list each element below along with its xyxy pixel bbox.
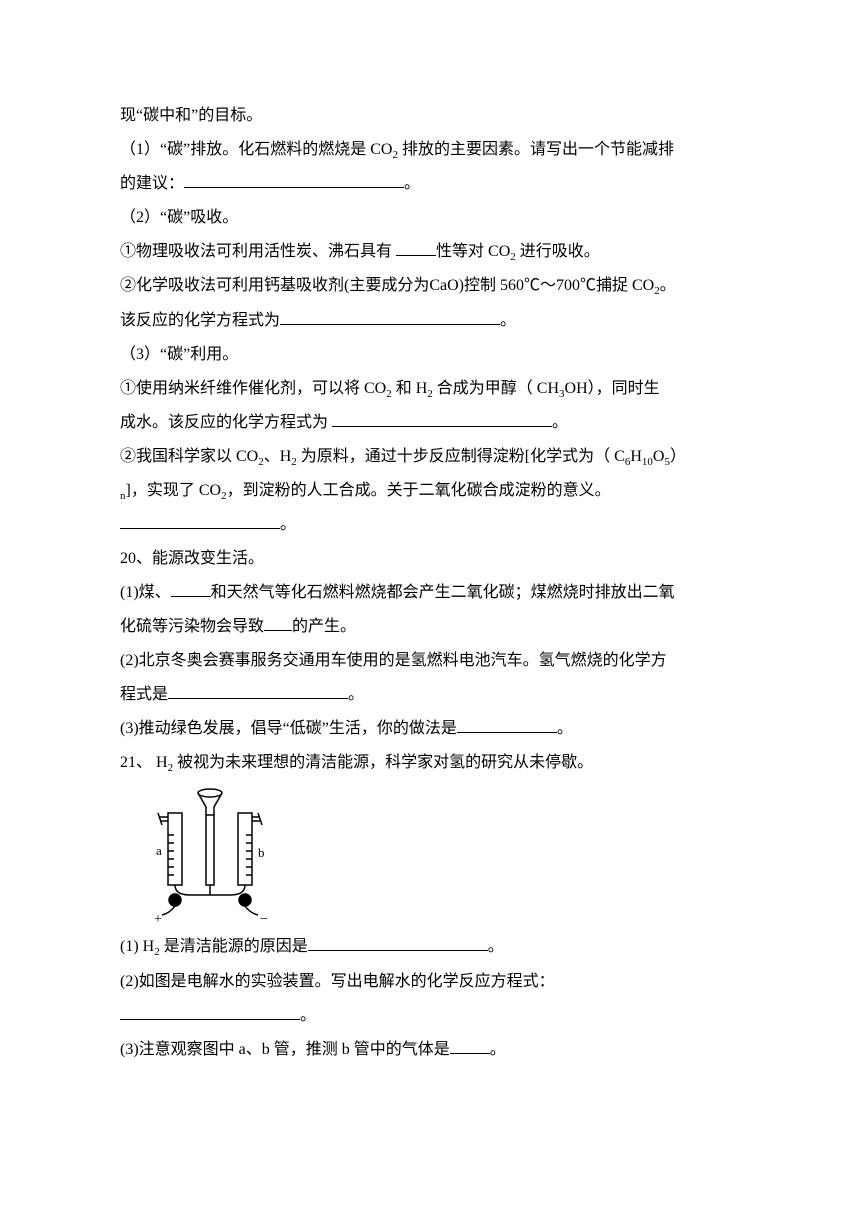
text-span: ②我国科学家以 CO	[120, 448, 258, 465]
text-span: 、H	[264, 448, 292, 465]
text-span: 。	[660, 277, 676, 294]
subscript: 10	[642, 456, 653, 468]
text-span: 为原料，通过十步反应制得淀粉[化学式为（ C	[297, 448, 625, 465]
text-span: (3)推动绿色发展，倡导“低碳”生活，你的做法是	[120, 720, 457, 737]
fill-blank	[168, 681, 348, 699]
text-span: 该反应的化学方程式为	[120, 312, 280, 329]
text-span: （1）“碳”排放。化石燃料的燃烧是 CO	[120, 141, 392, 158]
text-span: 。	[557, 720, 573, 737]
text-span: 程式是	[120, 686, 168, 703]
text-span: 的建议：	[120, 175, 184, 192]
label-b: b	[258, 845, 265, 860]
text-line: 。	[120, 1000, 740, 1032]
text-line: ②我国科学家以 CO2、H2 为原料，通过十步反应制得淀粉[化学式为（ C6H1…	[120, 441, 740, 473]
text-span: O	[653, 448, 665, 465]
text-span: 和天然气等化石燃料燃烧都会产生二氧化碳；煤燃烧时排放出二氧	[211, 584, 675, 601]
text-span: 进行吸收。	[516, 243, 600, 260]
text-line: n]，实现了 CO2，到淀粉的人工合成。关于二氧化碳合成淀粉的意义。	[120, 475, 740, 507]
text-line: 成水。该反应的化学方程式为 。	[120, 407, 740, 439]
text-span: (1)煤、	[120, 584, 171, 601]
text-span: 的产生。	[292, 618, 356, 635]
fill-blank	[120, 511, 280, 529]
text-span: 性等对 CO	[436, 243, 510, 260]
text-span: ）	[670, 448, 686, 465]
text-line: (1)煤、 和天然气等化石燃料燃烧都会产生二氧化碳；煤燃烧时排放出二氧	[120, 577, 740, 609]
text-span: 。	[404, 175, 420, 192]
fill-blank	[184, 170, 404, 188]
text-span: (1) H	[120, 938, 154, 955]
text-line: 该反应的化学方程式为 。	[120, 305, 740, 337]
label-minus: −	[260, 912, 268, 925]
text-line: 程式是 。	[120, 679, 740, 711]
text-span: ①物理吸收法可利用活性炭、沸石具有	[120, 243, 396, 260]
fill-blank	[280, 307, 500, 325]
text-span: ]，实现了 CO	[126, 482, 222, 499]
text-span: 。	[490, 1041, 506, 1058]
text-span: ①使用纳米纤维作催化剂，可以将 CO	[120, 380, 386, 397]
text-line: 的建议： 。	[120, 168, 740, 200]
text-line: (2)如图是电解水的实验装置。写出电解水的化学反应方程式：	[120, 966, 740, 998]
text-line: （3）“碳”利用。	[120, 339, 740, 371]
fill-blank	[457, 715, 557, 733]
text-line: (3)推动绿色发展，倡导“低碳”生活，你的做法是 。	[120, 713, 740, 745]
text-span: 化硫等污染物会导致	[120, 618, 264, 635]
text-span: 合成为甲醇（ CH	[433, 380, 559, 397]
text-line: (2)北京冬奥会赛事服务交通用车使用的是氢燃料电池汽车。氢气燃烧的化学方	[120, 645, 740, 677]
label-plus: +	[154, 912, 162, 925]
text-span: 和 H	[392, 380, 428, 397]
text-span: 排放的主要因素。请写出一个节能减排	[398, 141, 674, 158]
fill-blank	[308, 933, 488, 951]
fill-blank	[171, 579, 211, 597]
text-span: ②化学吸收法可利用钙基吸收剂(主要成分为CaO)控制 560℃～700℃捕捉 C…	[120, 277, 654, 294]
text-span: 。	[348, 686, 364, 703]
text-span: 成水。该反应的化学方程式为	[120, 414, 332, 431]
text-line: ②化学吸收法可利用钙基吸收剂(主要成分为CaO)控制 560℃～700℃捕捉 C…	[120, 270, 740, 302]
text-span: 。	[488, 938, 504, 955]
text-span: 。	[500, 312, 516, 329]
text-line: ①物理吸收法可利用活性炭、沸石具有 性等对 CO2 进行吸收。	[120, 236, 740, 268]
label-a: a	[156, 843, 162, 858]
text-line: 化硫等污染物会导致 的产生。	[120, 611, 740, 643]
text-line: 21、 H2 被视为未来理想的清洁能源，科学家对氢的研究从未停歇。	[120, 747, 740, 779]
fill-blank	[450, 1036, 490, 1054]
fill-blank	[264, 613, 292, 631]
text-span: H	[630, 448, 642, 465]
text-line: ①使用纳米纤维作催化剂，可以将 CO2 和 H2 合成为甲醇（ CH3OH），同…	[120, 373, 740, 405]
text-span: 。	[552, 414, 568, 431]
text-line: （1）“碳”排放。化石燃料的燃烧是 CO2 排放的主要因素。请写出一个节能减排	[120, 134, 740, 166]
fill-blank	[120, 1002, 300, 1020]
document-body: 现“碳中和”的目标。 （1）“碳”排放。化石燃料的燃烧是 CO2 排放的主要因素…	[120, 100, 740, 1066]
text-line: （2）“碳”吸收。	[120, 202, 740, 234]
text-span: 。	[280, 516, 296, 533]
text-span: 被视为未来理想的清洁能源，科学家对氢的研究从未停歇。	[173, 754, 593, 771]
text-line: 现“碳中和”的目标。	[120, 100, 740, 132]
text-span: ，到淀粉的人工合成。关于二氧化碳合成淀粉的意义。	[227, 482, 611, 499]
text-span: 是清洁能源的原因是	[160, 938, 308, 955]
text-line: 20、能源改变生活。	[120, 543, 740, 575]
text-line: (3)注意观察图中 a、b 管，推测 b 管中的气体是 。	[120, 1034, 740, 1066]
text-span: OH），同时生	[565, 380, 660, 397]
text-span: 21、 H	[120, 754, 168, 771]
fill-blank	[332, 409, 552, 427]
text-span: (3)注意观察图中 a、b 管，推测 b 管中的气体是	[120, 1041, 450, 1058]
text-line: (1) H2 是清洁能源的原因是。	[120, 931, 740, 963]
fill-blank	[396, 238, 436, 256]
electrolysis-apparatus-diagram: a b + −	[140, 785, 280, 925]
text-span: 。	[300, 1007, 316, 1024]
text-line: 。	[120, 509, 740, 541]
